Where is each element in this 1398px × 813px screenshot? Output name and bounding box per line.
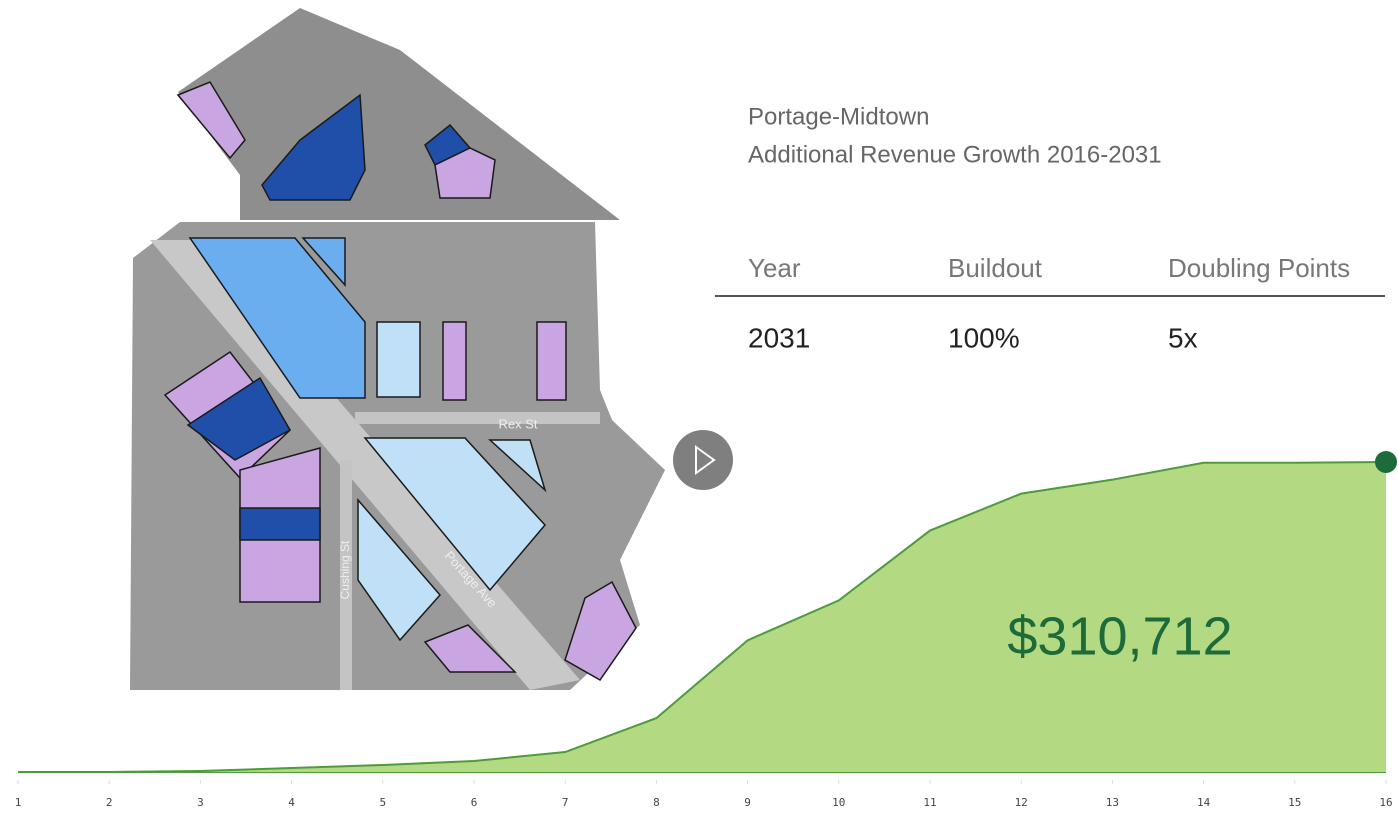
column-header: Year [748, 253, 801, 283]
parcel [240, 508, 320, 540]
x-tick-label: 3 [197, 796, 204, 809]
page: {"header": {"title": ["Portage-Midtown",… [0, 0, 1398, 813]
x-tick-label: 16 [1379, 796, 1392, 809]
x-tick-label: 10 [832, 796, 845, 809]
x-tick-label: 4 [288, 796, 295, 809]
parcel [377, 322, 420, 397]
x-tick-label: 6 [471, 796, 478, 809]
table-cell: 2031 [748, 322, 810, 353]
parcel [443, 322, 466, 400]
x-tick-label: 15 [1288, 796, 1301, 809]
play-circle[interactable] [673, 430, 733, 490]
table: Year Buildout Doubling Points 2031 100% 5x [715, 253, 1385, 354]
x-tick-label: 7 [562, 796, 569, 809]
map-block [178, 8, 620, 220]
street-label: Cushing St [338, 540, 352, 599]
x-tick-label: 2 [106, 796, 113, 809]
frame: Rex St Portage Ave Cushing St Portage-Mi… [0, 0, 1398, 813]
x-tick-label: 14 [1197, 796, 1211, 809]
column-header: Buildout [948, 253, 1043, 283]
x-tick-label: 5 [379, 796, 386, 809]
title: Portage-Midtown [748, 103, 929, 130]
x-tick-label: 11 [923, 796, 936, 809]
street [355, 412, 600, 424]
x-tick-label: 8 [653, 796, 660, 809]
table-cell: 100% [948, 322, 1020, 353]
subtitle: Additional Revenue Growth 2016-2031 [748, 141, 1162, 168]
street-label: Rex St [498, 416, 537, 431]
end-marker [1375, 451, 1397, 473]
parcel [537, 322, 566, 400]
x-tick-label: 1 [15, 796, 22, 809]
map: Rex St Portage Ave Cushing St [130, 8, 665, 690]
x-tick-label: 13 [1106, 796, 1119, 809]
play-button[interactable] [673, 430, 733, 490]
x-tick-label: 12 [1015, 796, 1028, 809]
x-tick-label: 9 [744, 796, 751, 809]
table-cell: 5x [1168, 322, 1198, 353]
column-header: Doubling Points [1168, 253, 1350, 283]
value-annotation: $310,712 [1007, 606, 1232, 666]
